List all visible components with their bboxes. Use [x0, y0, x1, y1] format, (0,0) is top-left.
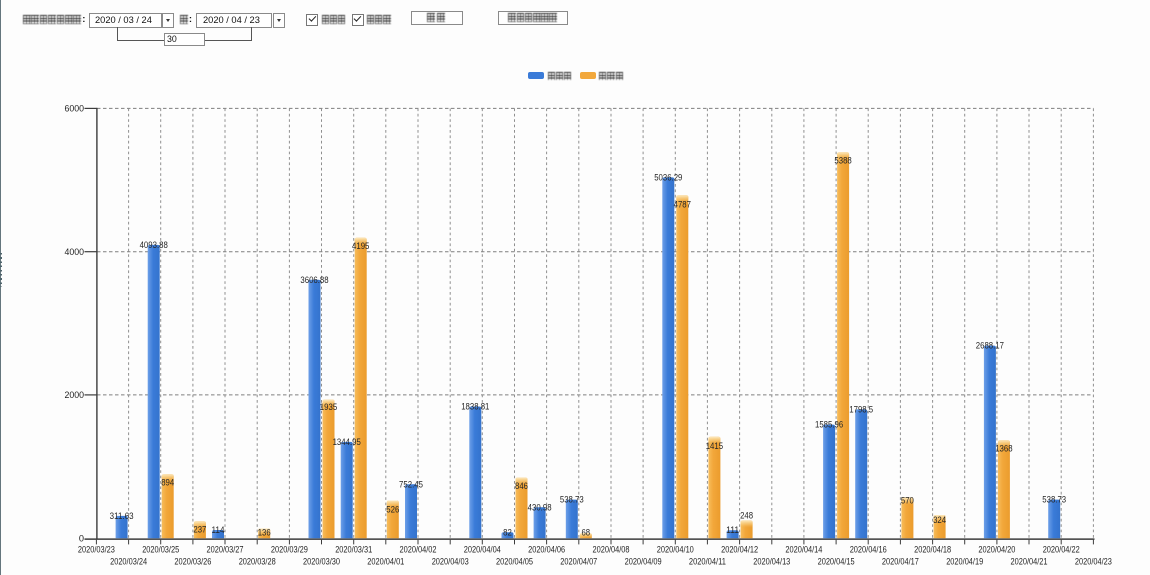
svg-text:6000: 6000 [65, 104, 85, 114]
svg-text:311.63: 311.63 [110, 511, 134, 521]
svg-text:136: 136 [258, 528, 271, 538]
svg-text:1798.5: 1798.5 [849, 404, 873, 414]
svg-text:2020/03/26: 2020/03/26 [174, 556, 211, 566]
svg-text:1415: 1415 [706, 441, 723, 451]
svg-text:2020/04/06: 2020/04/06 [528, 545, 565, 555]
svg-text:5388: 5388 [834, 155, 851, 165]
svg-text:3606.88: 3606.88 [300, 275, 328, 285]
svg-text:1838.81: 1838.81 [461, 402, 489, 412]
svg-text:2020/04/08: 2020/04/08 [593, 545, 630, 555]
svg-text:2020/04/03: 2020/04/03 [432, 556, 469, 566]
svg-text:2688.17: 2688.17 [976, 341, 1004, 351]
svg-text:4787: 4787 [674, 200, 691, 210]
svg-text:2020/04/19: 2020/04/19 [946, 556, 983, 566]
svg-text:538.73: 538.73 [1042, 495, 1066, 505]
svg-text:2020/04/17: 2020/04/17 [882, 556, 919, 566]
svg-text:2020/04/05: 2020/04/05 [496, 556, 533, 566]
svg-text:2020/04/10: 2020/04/10 [657, 545, 694, 555]
svg-text:2000: 2000 [65, 390, 85, 400]
svg-text:2020/04/22: 2020/04/22 [1043, 545, 1080, 555]
svg-text:2020/04/23: 2020/04/23 [1075, 556, 1112, 566]
svg-text:2020/04/13: 2020/04/13 [753, 556, 790, 566]
svg-text:2020/04/07: 2020/04/07 [560, 556, 597, 566]
svg-text:4000: 4000 [65, 247, 85, 257]
svg-text:752.45: 752.45 [399, 479, 423, 489]
svg-text:2020/03/23: 2020/03/23 [78, 545, 115, 555]
svg-text:2020/03/25: 2020/03/25 [142, 545, 179, 555]
svg-text:82: 82 [503, 527, 512, 537]
svg-text:2020/03/30: 2020/03/30 [303, 556, 340, 566]
svg-text:2020/04/11: 2020/04/11 [689, 556, 726, 566]
svg-text:111: 111 [726, 525, 739, 535]
svg-text:538.73: 538.73 [560, 495, 584, 505]
svg-text:2020/03/28: 2020/03/28 [239, 556, 276, 566]
svg-text:430.98: 430.98 [528, 502, 552, 512]
svg-text:237: 237 [193, 524, 206, 534]
svg-text:2020/04/20: 2020/04/20 [978, 545, 1015, 555]
svg-text:2020/03/31: 2020/03/31 [335, 545, 372, 555]
svg-text:5036.29: 5036.29 [654, 172, 682, 182]
svg-text:894: 894 [161, 477, 174, 487]
svg-text:2020/03/29: 2020/03/29 [271, 545, 308, 555]
svg-text:0: 0 [79, 533, 84, 543]
svg-text:2020/04/02: 2020/04/02 [400, 545, 437, 555]
svg-text:4195: 4195 [352, 241, 369, 251]
svg-text:2020/03/27: 2020/03/27 [207, 545, 244, 555]
svg-text:68: 68 [581, 528, 590, 538]
svg-text:114: 114 [212, 525, 225, 535]
svg-text:570: 570 [901, 496, 914, 506]
svg-text:2020/03/24: 2020/03/24 [110, 556, 147, 566]
svg-text:1368: 1368 [995, 443, 1012, 453]
svg-text:2020/04/04: 2020/04/04 [464, 545, 501, 555]
svg-text:2020/04/12: 2020/04/12 [721, 545, 758, 555]
svg-text:324: 324 [933, 515, 946, 525]
svg-text:1585.96: 1585.96 [815, 420, 843, 430]
svg-text:2020/04/14: 2020/04/14 [785, 545, 822, 555]
svg-text:2020/04/21: 2020/04/21 [1011, 556, 1048, 566]
svg-text:2020/04/01: 2020/04/01 [367, 556, 404, 566]
svg-text:4093.88: 4093.88 [140, 240, 168, 250]
svg-text:846: 846 [515, 481, 528, 491]
svg-text:2020/04/15: 2020/04/15 [818, 556, 855, 566]
svg-text:1935: 1935 [320, 402, 337, 412]
svg-text:248: 248 [740, 511, 753, 521]
svg-text:526: 526 [386, 505, 399, 515]
svg-text:1344.95: 1344.95 [333, 437, 361, 447]
svg-text:2020/04/16: 2020/04/16 [850, 545, 887, 555]
svg-text:2020/04/18: 2020/04/18 [914, 545, 951, 555]
svg-text:2020/04/09: 2020/04/09 [625, 556, 662, 566]
